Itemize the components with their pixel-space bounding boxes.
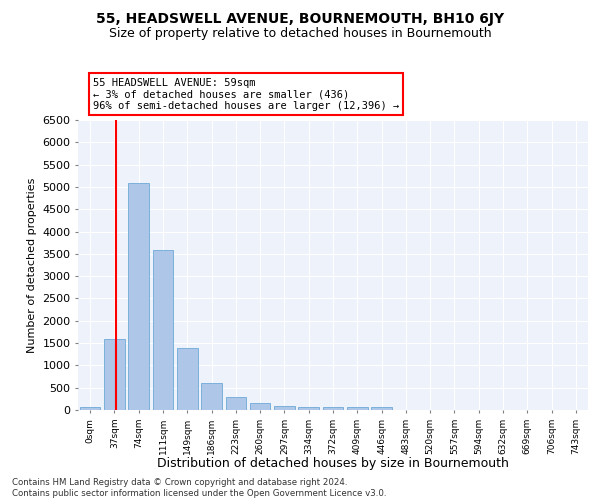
Text: 55, HEADSWELL AVENUE, BOURNEMOUTH, BH10 6JY: 55, HEADSWELL AVENUE, BOURNEMOUTH, BH10 …	[96, 12, 504, 26]
Bar	[152, 250, 173, 410]
Bar	[80, 406, 100, 410]
Bar	[274, 406, 295, 410]
Bar	[104, 338, 125, 410]
Bar	[298, 406, 319, 410]
Bar	[323, 408, 343, 410]
Bar	[371, 408, 392, 410]
Bar	[250, 404, 271, 410]
Bar	[226, 396, 246, 410]
Text: 55 HEADSWELL AVENUE: 59sqm
← 3% of detached houses are smaller (436)
96% of semi: 55 HEADSWELL AVENUE: 59sqm ← 3% of detac…	[93, 78, 399, 110]
Bar	[128, 184, 149, 410]
Bar	[347, 408, 368, 410]
Bar	[177, 348, 197, 410]
Y-axis label: Number of detached properties: Number of detached properties	[26, 178, 37, 352]
Text: Size of property relative to detached houses in Bournemouth: Size of property relative to detached ho…	[109, 28, 491, 40]
Bar	[201, 383, 222, 410]
Text: Contains HM Land Registry data © Crown copyright and database right 2024.
Contai: Contains HM Land Registry data © Crown c…	[12, 478, 386, 498]
Text: Distribution of detached houses by size in Bournemouth: Distribution of detached houses by size …	[157, 458, 509, 470]
